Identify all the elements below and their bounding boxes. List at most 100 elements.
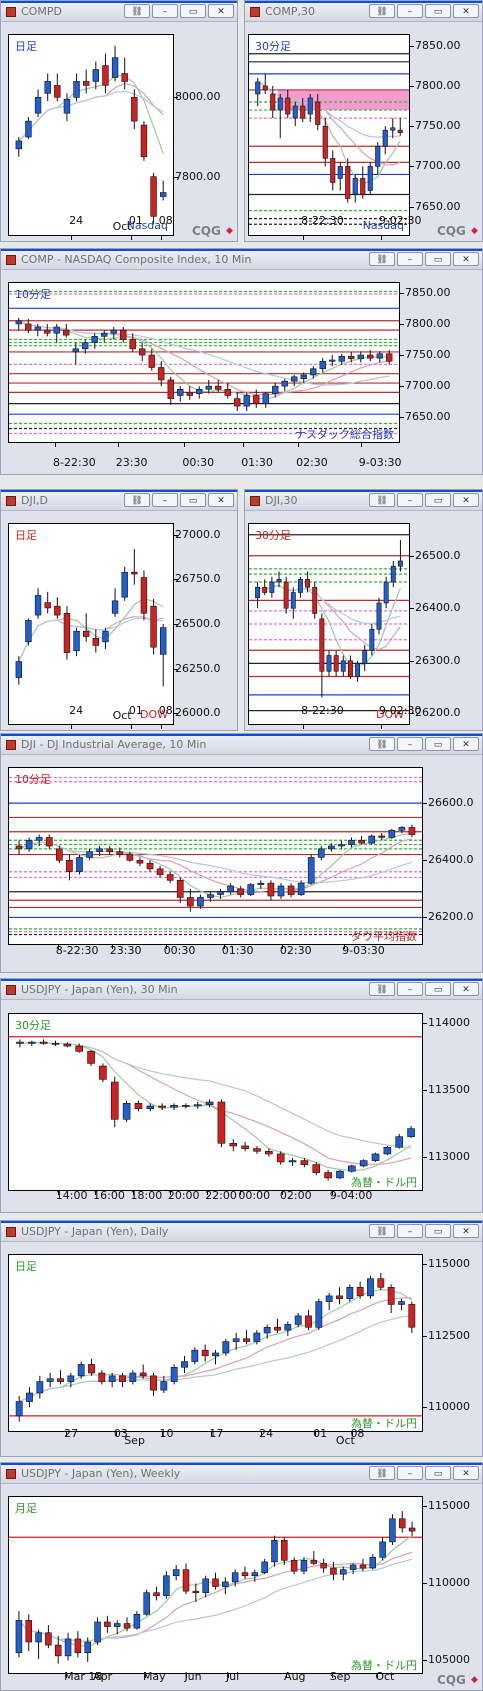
title-bar[interactable]: USDJPY - Japan (Yen), Daily ⛓ – ▭ ✕ — [1, 1223, 482, 1242]
price-chart-plot[interactable] — [8, 282, 400, 443]
candlestick-chart[interactable] — [9, 1497, 422, 1673]
link-icon[interactable]: ⛓ — [369, 737, 395, 751]
candle-body — [15, 1401, 23, 1417]
x-axis-tick-mark — [130, 725, 132, 729]
candle — [253, 1330, 261, 1345]
candle-body — [94, 1621, 101, 1643]
candle — [16, 1039, 24, 1048]
title-bar[interactable]: USDJPY - Japan (Yen), Weekly ⛓ – ▭ ✕ — [1, 1465, 482, 1484]
candle — [229, 1139, 238, 1152]
minimize-button[interactable]: – — [397, 252, 423, 266]
link-icon[interactable]: ⛓ — [369, 1466, 395, 1480]
price-chart-plot[interactable] — [8, 767, 423, 945]
moving-average-line — [18, 320, 390, 386]
candlestick-chart[interactable] — [9, 35, 173, 235]
restore-button[interactable]: ▭ — [180, 493, 206, 507]
candle-body — [269, 581, 275, 593]
candle-body — [287, 885, 295, 895]
close-button[interactable]: ✕ — [208, 4, 234, 18]
candle — [15, 1395, 23, 1422]
y-axis-tick-label: 110000 — [428, 1576, 470, 1590]
close-button[interactable]: ✕ — [208, 493, 234, 507]
minimize-button[interactable]: – — [397, 493, 423, 507]
title-bar[interactable]: COMPD ⛓ – ▭ ✕ — [1, 3, 237, 22]
candle-body — [262, 393, 269, 404]
link-icon[interactable]: ⛓ — [369, 982, 395, 996]
x-axis-tick-label: 03 — [113, 1427, 128, 1440]
candle-body — [325, 1295, 333, 1302]
restore-button[interactable]: ▭ — [180, 4, 206, 18]
price-chart-plot[interactable] — [8, 1496, 423, 1674]
x-axis-month-label: Oct — [112, 220, 132, 233]
minimize-button[interactable]: – — [152, 4, 178, 18]
candle-body — [86, 851, 93, 858]
restore-button[interactable]: ▭ — [425, 252, 451, 266]
price-chart-plot[interactable] — [8, 34, 174, 236]
minimize-button[interactable]: – — [152, 493, 178, 507]
price-chart-plot[interactable] — [8, 523, 174, 725]
title-bar[interactable]: DJI - DJ Industrial Average, 10 Min ⛓ – ▭ ✕ — [1, 736, 482, 755]
close-button[interactable]: ✕ — [453, 4, 479, 18]
candle-body — [251, 1572, 259, 1577]
minimize-button[interactable]: – — [397, 4, 423, 18]
candle-body — [274, 1326, 281, 1331]
candlestick-chart[interactable] — [249, 524, 409, 724]
x-axis-tick-label: 08 — [158, 704, 173, 717]
link-icon[interactable]: ⛓ — [369, 4, 395, 18]
title-bar[interactable]: COMP - NASDAQ Composite Index, 10 Min ⛓ – ▭… — [1, 251, 482, 270]
restore-button[interactable]: ▭ — [425, 982, 451, 996]
candle — [408, 1301, 416, 1333]
link-icon[interactable]: ⛓ — [369, 1224, 395, 1238]
link-icon[interactable]: ⛓ — [369, 493, 395, 507]
candlestick-chart[interactable] — [249, 35, 409, 235]
minimize-button[interactable]: – — [397, 1224, 423, 1238]
restore-button[interactable]: ▭ — [425, 4, 451, 18]
restore-button[interactable]: ▭ — [425, 493, 451, 507]
candle-body — [300, 1160, 309, 1165]
candlestick-chart[interactable] — [9, 524, 173, 724]
restore-button[interactable]: ▭ — [425, 737, 451, 751]
close-button[interactable]: ✕ — [453, 493, 479, 507]
price-chart-plot[interactable] — [248, 34, 410, 236]
candle-body — [15, 140, 23, 150]
link-icon[interactable]: ⛓ — [124, 4, 150, 18]
moving-average-line — [257, 81, 401, 138]
candle-body — [146, 1105, 155, 1109]
candlestick-chart[interactable] — [9, 283, 399, 442]
restore-button[interactable]: ▭ — [425, 1466, 451, 1480]
link-icon[interactable]: ⛓ — [369, 252, 395, 266]
y-axis-tick-mark — [410, 166, 414, 168]
close-button[interactable]: ✕ — [453, 737, 479, 751]
price-chart-plot[interactable] — [248, 523, 410, 725]
title-bar[interactable]: COMP,30 ⛓ – ▭ ✕ — [245, 3, 482, 22]
candlestick-chart[interactable] — [9, 768, 422, 944]
minimize-button[interactable]: – — [397, 737, 423, 751]
candlestick-chart[interactable] — [9, 1255, 422, 1431]
candle — [390, 118, 396, 139]
candlestick-chart[interactable] — [9, 1014, 422, 1190]
link-icon[interactable]: ⛓ — [124, 493, 150, 507]
candle-body — [378, 835, 386, 838]
minimize-button[interactable]: – — [397, 1466, 423, 1480]
price-chart-plot[interactable] — [8, 1013, 423, 1191]
close-button[interactable]: ✕ — [453, 252, 479, 266]
candle-body — [98, 1372, 106, 1382]
candle-body — [265, 1150, 273, 1155]
close-button[interactable]: ✕ — [453, 1466, 479, 1480]
candle — [82, 339, 89, 354]
candle — [310, 366, 317, 379]
restore-button[interactable]: ▭ — [425, 1224, 451, 1238]
close-button[interactable]: ✕ — [453, 1224, 479, 1238]
candle-body — [163, 1575, 170, 1597]
candle-body — [64, 1638, 72, 1657]
candle-body — [349, 1564, 357, 1570]
title-bar[interactable]: DJI,30 ⛓ – ▭ ✕ — [245, 492, 482, 511]
title-bar[interactable]: DJI,D ⛓ – ▭ ✕ — [1, 492, 237, 511]
title-bar[interactable]: USDJPY - Japan (Yen), 30 Min ⛓ – ▭ ✕ — [1, 981, 482, 1000]
candle-body — [375, 145, 381, 167]
candle-body — [110, 1081, 119, 1120]
candle-body — [34, 326, 41, 331]
minimize-button[interactable]: – — [397, 982, 423, 996]
close-button[interactable]: ✕ — [453, 982, 479, 996]
price-chart-plot[interactable] — [8, 1254, 423, 1432]
